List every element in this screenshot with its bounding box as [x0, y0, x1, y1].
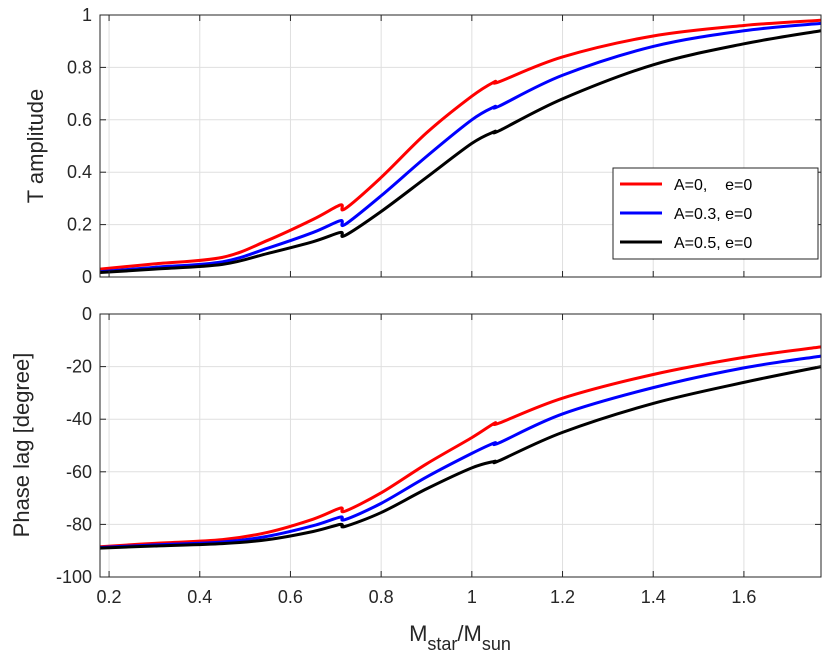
phase-y-tick-label: 0 [82, 304, 92, 324]
phase-axes-box [99, 313, 822, 578]
amplitude-series-group [99, 18, 822, 275]
phase-x-tick-label: 0.6 [278, 587, 303, 607]
x-axis-label-main: M [409, 621, 427, 646]
amplitude-y-tick-label: 0.6 [67, 110, 92, 130]
phase-x-tick-label: 1.2 [550, 587, 575, 607]
legend: A=0, e=0 A=0.3, e=0 A=0.5, e=0 [612, 167, 819, 260]
phase-y-tick-label: -60 [66, 462, 92, 482]
amplitude-y-tick-label: 0.2 [67, 215, 92, 235]
amplitude-ticks [100, 14, 821, 278]
phase-y-axis-label: Phase lag [degree] [9, 353, 34, 538]
legend-label-1: A=0.3, e=0 [674, 206, 752, 223]
amplitude-series-line-0 [99, 18, 822, 271]
phase-series-line-2 [99, 365, 822, 550]
amplitude-panel: 0 0.2 0.4 0.6 0.8 1 T amplitude A=0, e=0 A=0.… [23, 5, 822, 287]
phase-series-line-0 [99, 345, 822, 549]
phase-x-tick-label: 1 [467, 587, 477, 607]
phase-x-tick-label: 0.4 [187, 587, 212, 607]
phase-tick-labels: 0.2 0.4 0.6 0.8 1 1.2 1.4 1.6 -100 -80 -60 -40 -20 0 [56, 304, 756, 607]
amplitude-y-axis-label: T amplitude [23, 89, 48, 204]
phase-series-line-1 [99, 354, 822, 550]
phase-x-tick-label: 0.8 [369, 587, 394, 607]
phase-y-tick-label: -20 [66, 357, 92, 377]
phase-y-tick-label: -80 [66, 514, 92, 534]
legend-label-2: A=0.5, e=0 [674, 235, 752, 252]
x-axis-label-sub-sun: sun [482, 634, 511, 654]
amplitude-y-tick-label: 1 [82, 5, 92, 25]
phase-x-tick-label: 0.2 [97, 587, 122, 607]
amplitude-tick-labels: 0 0.2 0.4 0.6 0.8 1 [67, 5, 92, 287]
phase-y-tick-label: -40 [66, 409, 92, 429]
phase-series-group [99, 345, 822, 550]
amplitude-axes-box [99, 14, 822, 278]
x-axis-label-sub-star: star [427, 634, 457, 654]
phase-x-tick-label: 1.4 [641, 587, 666, 607]
amplitude-y-tick-label: 0.4 [67, 162, 92, 182]
amplitude-y-tick-label: 0 [82, 267, 92, 287]
phase-ticks [100, 313, 821, 578]
x-axis-label-slash: /M [457, 621, 481, 646]
phase-y-tick-label: -100 [56, 567, 92, 587]
amplitude-series-line-1 [99, 21, 822, 274]
amplitude-series-line-2 [99, 29, 822, 275]
legend-label-0: A=0, e=0 [674, 177, 752, 194]
phase-x-tick-label: 1.6 [731, 587, 756, 607]
amplitude-y-tick-label: 0.8 [67, 57, 92, 77]
x-axis-label: Mstar/Msun [409, 621, 511, 654]
phase-panel: 0.2 0.4 0.6 0.8 1 1.2 1.4 1.6-100-80-60-40-200 … [9, 304, 822, 654]
